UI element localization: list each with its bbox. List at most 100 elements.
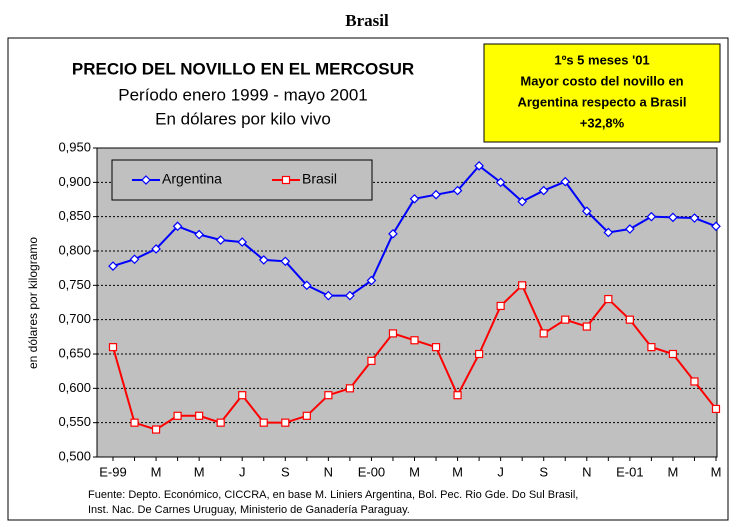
data-point [603, 227, 614, 238]
annotation: 1ºs 5 meses '01 [554, 52, 649, 67]
data-point [237, 237, 248, 247]
data-point [215, 235, 226, 245]
y-tick-label: 0,700 [58, 311, 91, 326]
y-tick-label: 0,750 [58, 277, 91, 292]
data-point [625, 315, 634, 324]
data-point [431, 343, 441, 352]
data-point [259, 418, 268, 427]
data-point [258, 255, 269, 265]
data-point [410, 336, 419, 345]
annotation-box [483, 43, 721, 143]
data-point [108, 261, 118, 271]
data-point [431, 189, 441, 200]
data-point [323, 290, 334, 301]
data-point [604, 294, 613, 304]
source-note: Inst. Nac. De Carnes Uruguay, Ministerio… [88, 504, 410, 516]
data-point [625, 224, 635, 234]
x-tick-label: M [409, 464, 420, 479]
data-point [668, 349, 678, 359]
x-tick-label: J [239, 464, 246, 479]
data-point [108, 343, 118, 352]
legend-label: Brasil [302, 171, 337, 187]
x-tick-label: E-01 [616, 464, 643, 479]
y-tick-label: 0,650 [58, 345, 91, 360]
data-point [689, 213, 700, 223]
data-point [539, 329, 548, 338]
data-point [388, 228, 398, 239]
data-point [130, 418, 139, 427]
data-point [475, 349, 484, 359]
x-tick-label: M [194, 464, 205, 479]
y-tick-label: 0,550 [58, 414, 91, 429]
y-tick-label: 0,850 [58, 208, 91, 223]
data-point [496, 301, 505, 311]
x-tick-label: N [582, 464, 591, 479]
data-point [238, 391, 247, 400]
data-point [366, 275, 377, 286]
data-point [172, 221, 183, 232]
data-point [194, 229, 204, 240]
y-tick-label: 0,500 [58, 448, 91, 463]
annotation: Mayor costo del novillo en [520, 73, 683, 88]
x-tick-label: M [668, 464, 679, 479]
data-point [324, 391, 333, 400]
data-point [668, 212, 678, 223]
page-heading: Brasil [345, 11, 389, 30]
data-point [646, 211, 657, 222]
data-point [581, 206, 592, 217]
y-tick-label: 0,800 [58, 242, 91, 257]
data-point [453, 391, 462, 400]
data-point [345, 384, 354, 393]
data-point [474, 161, 484, 171]
data-point [280, 256, 291, 267]
x-tick-label: J [497, 464, 504, 479]
data-point [388, 329, 398, 338]
data-point [518, 281, 527, 290]
data-point [560, 176, 571, 187]
data-point [495, 177, 506, 188]
chart-subtitle: Período enero 1999 - mayo 2001 [118, 85, 368, 104]
chart-subtitle: En dólares por kilo vivo [155, 109, 331, 128]
x-tick-label: M [151, 464, 162, 479]
data-point [345, 290, 355, 301]
x-tick-label: E-99 [99, 464, 126, 479]
data-point [281, 418, 290, 427]
data-point [690, 377, 699, 386]
data-point [711, 221, 721, 232]
data-point [129, 254, 140, 265]
y-axis-label: en dólares por kilogramo [26, 237, 40, 369]
data-point [517, 196, 528, 207]
data-point [195, 411, 204, 420]
data-point [647, 343, 656, 352]
x-tick-label: S [539, 464, 548, 479]
source-note: Fuente: Depto. Económico, CICCRA, en bas… [88, 489, 578, 501]
data-point [301, 280, 312, 291]
legend-label: Argentina [162, 171, 222, 187]
legend-marker [141, 175, 151, 185]
annotation: Argentina respecto a Brasil [517, 94, 686, 109]
x-tick-label: S [281, 464, 290, 479]
x-tick-label: E-00 [358, 464, 385, 479]
data-point [367, 356, 376, 365]
x-tick-label: M [452, 464, 463, 479]
data-point [151, 244, 161, 254]
data-point [173, 411, 182, 420]
y-tick-label: 0,600 [58, 380, 91, 395]
data-point [538, 185, 549, 196]
data-point [151, 425, 161, 434]
data-point [409, 193, 420, 204]
data-point [582, 322, 591, 331]
y-tick-label: 0,900 [58, 174, 91, 189]
legend-marker [281, 175, 291, 185]
data-point [452, 185, 463, 196]
x-tick-label: M [711, 464, 722, 479]
chart-title: PRECIO DEL NOVILLO EN EL MERCOSUR [72, 59, 414, 78]
data-point [302, 411, 311, 420]
x-tick-label: N [324, 464, 333, 479]
y-tick-label: 0,950 [58, 139, 91, 154]
data-point [216, 418, 225, 427]
data-point [561, 315, 570, 324]
data-point [711, 404, 721, 414]
annotation: +32,8% [580, 115, 625, 130]
